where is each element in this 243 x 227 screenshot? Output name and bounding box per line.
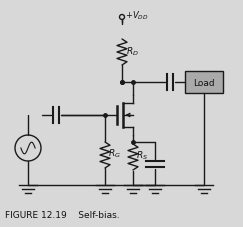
Text: $+V_{DD}$: $+V_{DD}$ [125, 10, 148, 22]
Text: $R_S$: $R_S$ [136, 150, 148, 163]
Text: $R_G$: $R_G$ [108, 148, 121, 160]
Text: $R_D$: $R_D$ [126, 45, 139, 57]
FancyBboxPatch shape [185, 71, 223, 93]
Text: Load: Load [193, 79, 215, 87]
Text: FIGURE 12.19    Self-bias.: FIGURE 12.19 Self-bias. [5, 210, 120, 220]
